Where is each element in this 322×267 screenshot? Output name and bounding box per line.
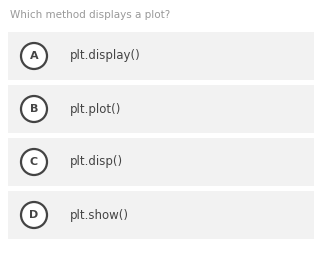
Text: plt.disp(): plt.disp() [70,155,123,168]
Text: D: D [29,210,39,220]
Text: plt.display(): plt.display() [70,49,141,62]
Text: plt.plot(): plt.plot() [70,103,121,116]
Circle shape [21,202,47,228]
Circle shape [21,43,47,69]
Text: Which method displays a plot?: Which method displays a plot? [10,10,170,20]
Text: plt.show(): plt.show() [70,209,129,222]
FancyBboxPatch shape [8,85,314,133]
Text: C: C [30,157,38,167]
Text: B: B [30,104,38,114]
Circle shape [21,96,47,122]
FancyBboxPatch shape [8,138,314,186]
FancyBboxPatch shape [8,191,314,239]
Circle shape [21,149,47,175]
Text: A: A [30,51,38,61]
FancyBboxPatch shape [8,32,314,80]
